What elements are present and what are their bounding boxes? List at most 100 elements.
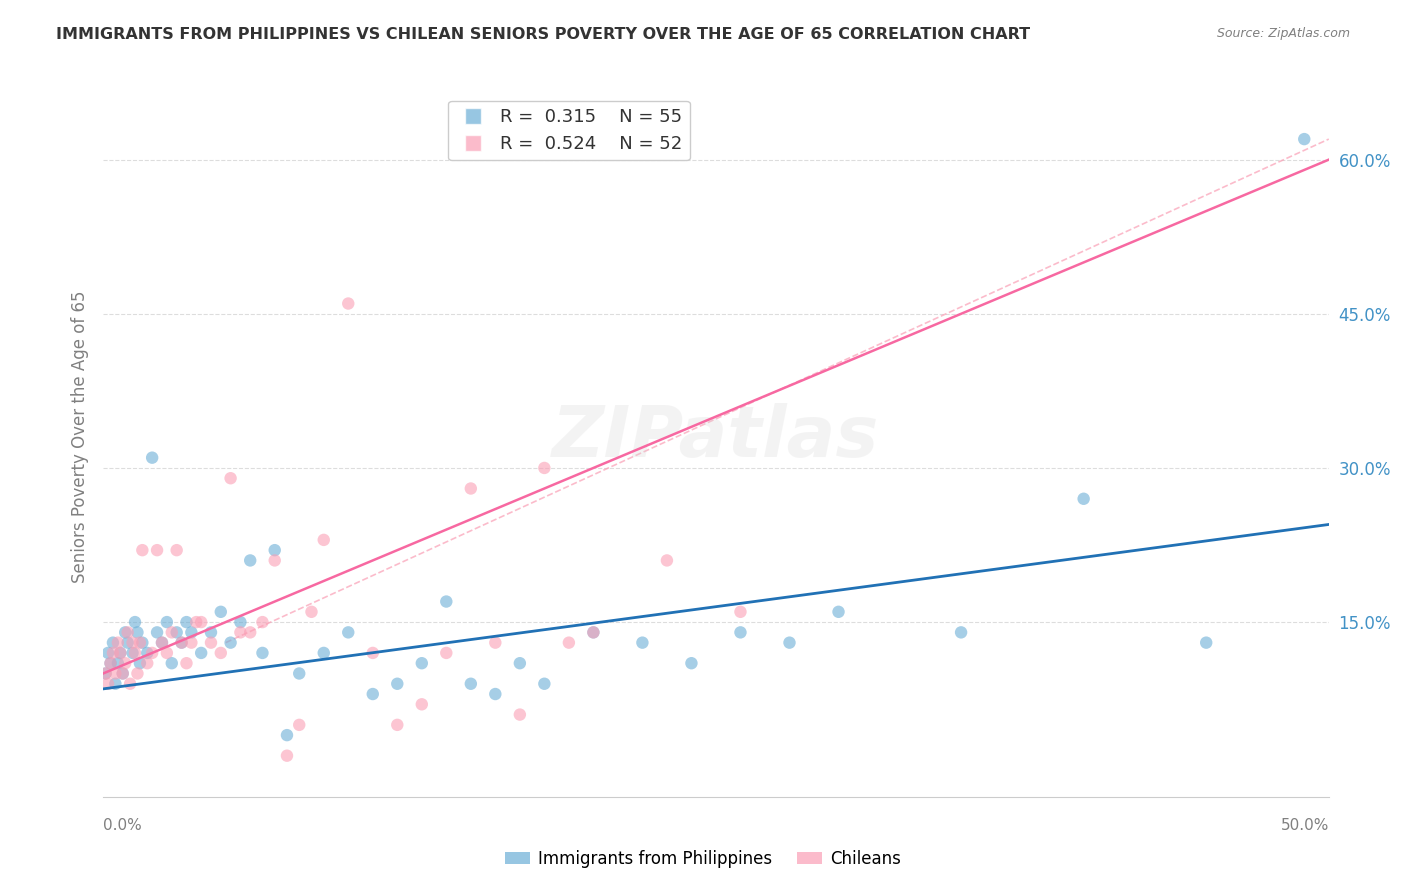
Point: [484, 687, 506, 701]
Point: [730, 625, 752, 640]
Point: [655, 553, 678, 567]
Point: [229, 615, 252, 629]
Point: [114, 656, 136, 670]
Text: IMMIGRANTS FROM PHILIPPINES VS CHILEAN SENIORS POVERTY OVER THE AGE OF 65 CORREL: IMMIGRANTS FROM PHILIPPINES VS CHILEAN S…: [56, 27, 1031, 42]
Point: [361, 646, 384, 660]
Text: Source: ZipAtlas.com: Source: ZipAtlas.com: [1216, 27, 1350, 40]
Point: [361, 687, 384, 701]
Point: [111, 666, 134, 681]
Point: [219, 635, 242, 649]
Point: [229, 625, 252, 640]
Point: [337, 296, 360, 310]
Point: [121, 635, 143, 649]
Point: [120, 677, 142, 691]
Point: [160, 656, 183, 670]
Point: [288, 718, 311, 732]
Point: [533, 461, 555, 475]
Point: [827, 605, 849, 619]
Point: [1073, 491, 1095, 506]
Point: [239, 625, 262, 640]
Legend: R =  0.315    N = 55, R =  0.524    N = 52: R = 0.315 N = 55, R = 0.524 N = 52: [449, 101, 690, 161]
Point: [117, 625, 139, 640]
Point: [127, 625, 149, 640]
Point: [176, 615, 198, 629]
Point: [146, 625, 169, 640]
Point: [176, 656, 198, 670]
Point: [101, 635, 124, 649]
Point: [110, 646, 132, 660]
Point: [166, 543, 188, 558]
Point: [582, 625, 605, 640]
Point: [582, 625, 605, 640]
Point: [136, 646, 159, 660]
Point: [190, 615, 212, 629]
Point: [180, 635, 202, 649]
Point: [94, 666, 117, 681]
Point: [387, 718, 409, 732]
Point: [166, 625, 188, 640]
Point: [131, 635, 153, 649]
Point: [276, 748, 298, 763]
Point: [170, 635, 193, 649]
Point: [131, 543, 153, 558]
Point: [730, 605, 752, 619]
Point: [950, 625, 973, 640]
Point: [94, 666, 117, 681]
Point: [779, 635, 801, 649]
Point: [156, 646, 179, 660]
Point: [288, 666, 311, 681]
Point: [301, 605, 323, 619]
Point: [200, 625, 222, 640]
Point: [150, 635, 173, 649]
Point: [252, 615, 274, 629]
Point: [129, 635, 152, 649]
Point: [141, 646, 163, 660]
Point: [434, 646, 457, 660]
Y-axis label: Seniors Poverty Over the Age of 65: Seniors Poverty Over the Age of 65: [72, 291, 89, 583]
Point: [100, 656, 122, 670]
Point: [1294, 132, 1316, 146]
Point: [387, 677, 409, 691]
Point: [107, 635, 129, 649]
Point: [434, 594, 457, 608]
Point: [136, 656, 159, 670]
Point: [180, 625, 202, 640]
Point: [460, 677, 482, 691]
Point: [160, 625, 183, 640]
Point: [97, 646, 120, 660]
Point: [558, 635, 581, 649]
Text: ZIPatlas: ZIPatlas: [553, 402, 880, 472]
Point: [111, 666, 134, 681]
Point: [631, 635, 654, 649]
Point: [276, 728, 298, 742]
Point: [110, 646, 132, 660]
Point: [121, 646, 143, 660]
Point: [127, 666, 149, 681]
Point: [190, 646, 212, 660]
Point: [263, 543, 285, 558]
Point: [129, 656, 152, 670]
Point: [460, 482, 482, 496]
Point: [104, 677, 127, 691]
Point: [100, 656, 122, 670]
Point: [124, 615, 146, 629]
Point: [509, 656, 531, 670]
Point: [150, 635, 173, 649]
Point: [146, 543, 169, 558]
Point: [263, 553, 285, 567]
Point: [104, 666, 127, 681]
Point: [186, 615, 208, 629]
Point: [312, 533, 335, 547]
Point: [156, 615, 179, 629]
Point: [1195, 635, 1218, 649]
Legend: Immigrants from Philippines, Chileans: Immigrants from Philippines, Chileans: [498, 844, 908, 875]
Point: [533, 677, 555, 691]
Text: 0.0%: 0.0%: [103, 818, 142, 833]
Point: [681, 656, 703, 670]
Point: [97, 677, 120, 691]
Point: [209, 605, 232, 619]
Point: [117, 635, 139, 649]
Point: [209, 646, 232, 660]
Point: [141, 450, 163, 465]
Point: [411, 698, 433, 712]
